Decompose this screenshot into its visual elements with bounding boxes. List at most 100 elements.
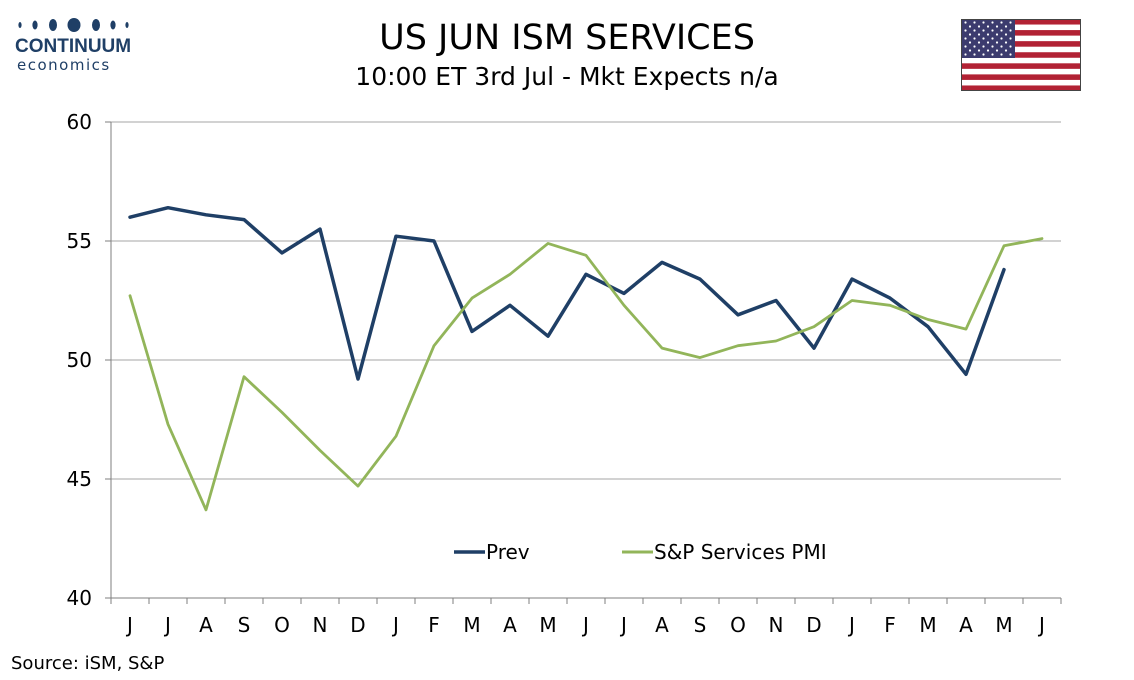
- chart-subtitle: 10:00 ET 3rd Jul - Mkt Expects n/a: [355, 62, 779, 91]
- x-tick-label: M: [539, 613, 556, 637]
- flag-star: [973, 37, 976, 40]
- y-tick-label: 55: [67, 229, 92, 253]
- x-tick-label: J: [581, 613, 589, 637]
- flag-star: [964, 37, 967, 40]
- grid-lines: [111, 121, 1061, 480]
- flag-star: [995, 25, 999, 28]
- flag-star: [995, 49, 999, 52]
- flag-star: [1000, 21, 1003, 24]
- continuum-logo: [12, 14, 142, 76]
- logo-subtitle: economics: [17, 56, 111, 74]
- x-tick-label: J: [1037, 613, 1045, 637]
- x-tick-label: N: [313, 613, 328, 637]
- x-tick-label: J: [163, 613, 171, 637]
- y-tick-label: 40: [67, 586, 92, 610]
- source-note: Source: iSM, S&P: [11, 653, 165, 674]
- x-tick-label: J: [619, 613, 627, 637]
- us-flag-icon: [961, 19, 1081, 91]
- flag-star: [977, 49, 981, 52]
- flag-star: [1004, 25, 1008, 28]
- flag-star: [1009, 53, 1012, 56]
- flag-stars: [964, 21, 1012, 56]
- logo-dots: [18, 18, 129, 32]
- flag-star: [1004, 41, 1008, 44]
- flag-star: [973, 29, 976, 32]
- series-line-sp-services-pmi: [128, 237, 1044, 512]
- flag-star: [968, 25, 972, 28]
- x-tick-label: F: [428, 613, 440, 637]
- flag-star: [982, 37, 985, 40]
- flag-star: [986, 33, 990, 36]
- x-tick-label: F: [884, 613, 896, 637]
- flag-stripe: [961, 63, 1081, 69]
- flag-stripe: [961, 74, 1081, 80]
- x-tick-label: M: [995, 613, 1012, 637]
- flag-star: [964, 21, 967, 24]
- x-tick-label: A: [655, 613, 669, 637]
- flag-star: [991, 53, 994, 56]
- flag-star: [1004, 33, 1008, 36]
- flag-star: [964, 53, 967, 56]
- x-tick-label: A: [959, 613, 973, 637]
- flag-star: [986, 49, 990, 52]
- flag-star: [991, 21, 994, 24]
- flag-star: [964, 45, 967, 48]
- flag-star: [964, 29, 967, 32]
- flag-stripe: [961, 52, 1081, 58]
- flag-star: [1000, 53, 1003, 56]
- flag-stripe: [961, 19, 1081, 25]
- flag-star: [1000, 45, 1003, 48]
- flag-star: [991, 29, 994, 32]
- x-tick-label: O: [730, 613, 746, 637]
- flag-star: [991, 37, 994, 40]
- x-tick-label: J: [125, 613, 133, 637]
- legend: Prev S&P Services PMI: [454, 540, 827, 564]
- x-tick-label: M: [463, 613, 480, 637]
- flag-star: [986, 25, 990, 28]
- flag-star: [982, 21, 985, 24]
- flag-star: [977, 41, 981, 44]
- flag-stripe: [961, 85, 1081, 91]
- y-tick-label: 50: [67, 348, 92, 372]
- series-line-prev: [128, 205, 1006, 381]
- x-tick-label: S: [694, 613, 707, 637]
- flag-star: [1009, 21, 1012, 24]
- flag-star: [968, 33, 972, 36]
- x-tick-label: A: [503, 613, 517, 637]
- flag-star: [1000, 37, 1003, 40]
- x-tick-label: J: [391, 613, 399, 637]
- x-tick-label: S: [238, 613, 251, 637]
- flag-stripes: [961, 19, 1081, 91]
- flag-star: [995, 33, 999, 36]
- flag-star: [1000, 29, 1003, 32]
- flag-star: [977, 33, 981, 36]
- x-tick-label: J: [847, 613, 855, 637]
- flag-star: [982, 53, 985, 56]
- x-tick-label: D: [350, 613, 365, 637]
- x-tick-label: D: [806, 613, 821, 637]
- flag-star: [1009, 29, 1012, 32]
- legend-label-prev: Prev: [486, 540, 530, 564]
- flag-star: [973, 45, 976, 48]
- x-tick-label: O: [274, 613, 290, 637]
- flag-star: [968, 49, 972, 52]
- flag-stripe: [961, 30, 1081, 36]
- flag-star: [1009, 45, 1012, 48]
- x-tick-label: N: [769, 613, 784, 637]
- flag-stripe: [961, 41, 1081, 47]
- x-tick-label: M: [919, 613, 936, 637]
- series-lines: [128, 205, 1044, 512]
- flag-star: [977, 25, 981, 28]
- flag-star: [995, 41, 999, 44]
- flag-star: [986, 41, 990, 44]
- y-tick-label: 45: [67, 467, 92, 491]
- y-tick-label: 60: [67, 110, 92, 134]
- logo-name: CONTINUUM: [15, 36, 132, 57]
- flag-star: [982, 29, 985, 32]
- legend-label-sp: S&P Services PMI: [654, 540, 827, 564]
- flag-star: [973, 21, 976, 24]
- flag-star: [1004, 49, 1008, 52]
- flag-star: [968, 41, 972, 44]
